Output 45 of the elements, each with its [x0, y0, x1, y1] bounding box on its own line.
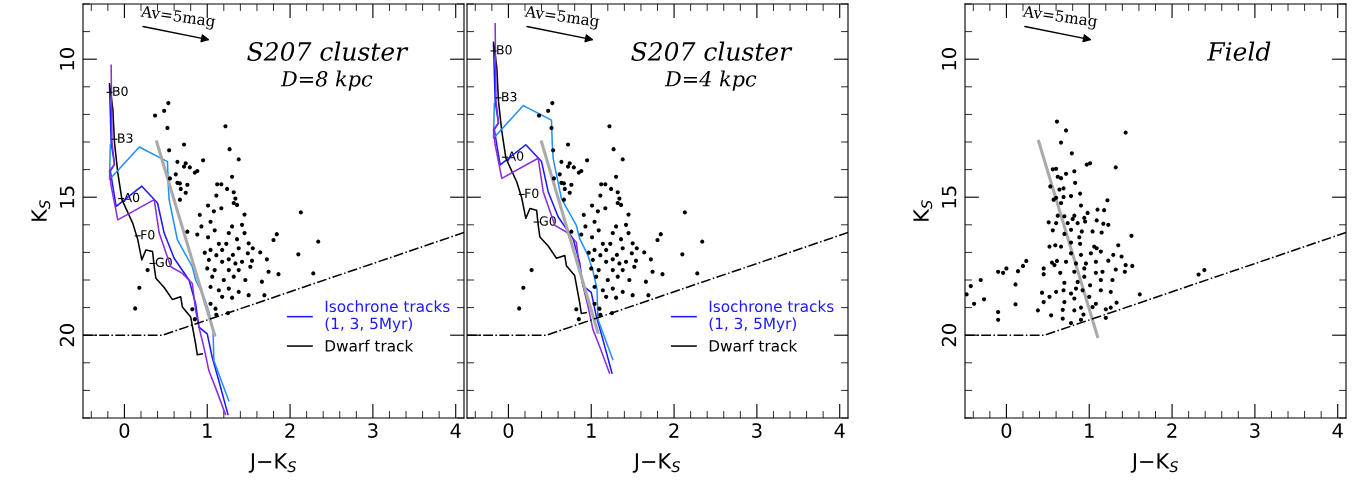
x-tick-label: 3	[752, 423, 762, 438]
annotation: B0	[497, 45, 512, 55]
x-tick-label: 0	[503, 423, 514, 438]
x-tick-label: 3	[368, 423, 378, 438]
annotation: F0	[141, 230, 155, 240]
x-tick-label: 2	[285, 423, 295, 438]
x-tick-label: 1	[587, 423, 596, 438]
text: D=8 kpc	[280, 70, 373, 91]
text: S207 cluster	[631, 41, 793, 61]
legend-label: Dwarf track	[325, 339, 414, 352]
y-tick-label: 15	[59, 186, 75, 208]
annotation: Av=5mag	[1022, 5, 1098, 31]
y-tick-label: 10	[941, 48, 957, 70]
x-axis-title: J−K$_{S}$	[1130, 453, 1179, 473]
annotation: B0	[113, 86, 128, 96]
legend-label: Isochrone tracks (1, 3, 5Myr)	[325, 300, 450, 333]
legend-label: Dwarf track	[709, 339, 798, 352]
annotation: B3	[118, 133, 133, 143]
x-tick-label: 4	[834, 423, 845, 438]
y-tick-label: 20	[59, 324, 75, 347]
y-tick-label: 10	[59, 48, 75, 70]
y-tick-label: 20	[941, 324, 957, 347]
x-tick-label: 0	[1001, 423, 1012, 438]
text: D=4 kpc	[664, 70, 757, 91]
annotation: Av=5mag	[140, 5, 216, 31]
annotation: F0	[525, 188, 539, 199]
x-tick-label: 4	[1332, 423, 1343, 438]
line-series	[108, 143, 230, 402]
y-axis-title: K$_{S}$	[31, 200, 51, 221]
x-tick-label: 0	[119, 423, 130, 438]
y-tick-label: 15	[941, 186, 957, 208]
legend-label: Isochrone tracks (1, 3, 5Myr)	[709, 300, 834, 333]
annotation: Av=5mag	[524, 5, 600, 31]
x-tick-label: 1	[203, 423, 212, 438]
x-tick-label: 2	[1167, 423, 1177, 438]
text: Field	[1206, 41, 1271, 61]
x-axis-title: J−K$_{S}$	[248, 453, 297, 473]
x-tick-label: 4	[450, 423, 461, 438]
x-tick-label: 3	[1250, 423, 1260, 438]
text: S207 cluster	[247, 41, 409, 61]
annotation: B3	[502, 92, 517, 102]
y-axis-title: K$_{S}$	[913, 200, 933, 221]
x-tick-label: 1	[1085, 423, 1094, 438]
x-axis-title: J−K$_{S}$	[632, 453, 681, 473]
x-tick-label: 2	[669, 423, 679, 438]
